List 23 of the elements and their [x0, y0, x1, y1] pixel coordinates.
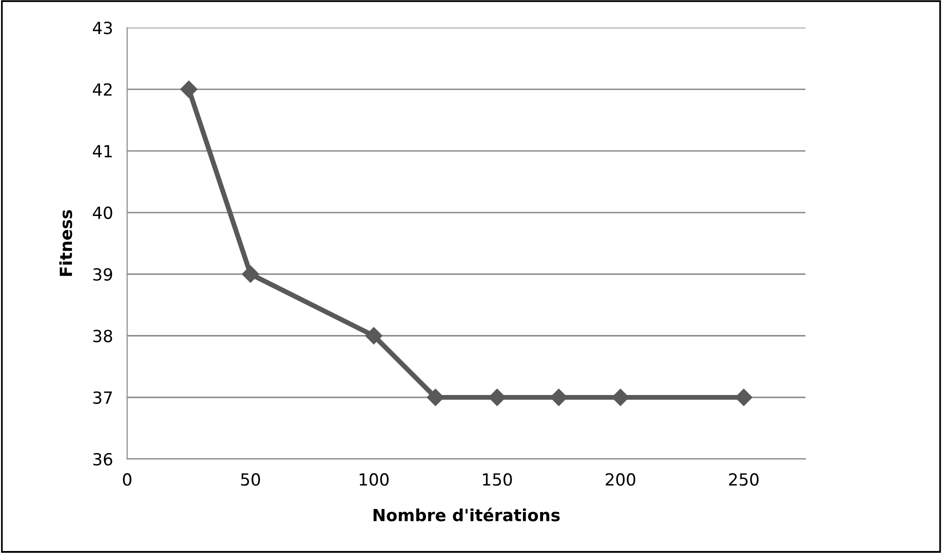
- y-tick-label: 38: [93, 330, 112, 342]
- point: [242, 266, 260, 283]
- x-tick-label: 50: [241, 473, 260, 486]
- y-tick-label: 39: [93, 268, 112, 281]
- x-axis-title: Nombre d'itérations: [374, 508, 560, 522]
- y-axis-title: Fitness: [59, 210, 72, 276]
- point: [612, 388, 629, 406]
- y-tick-label: 37: [93, 391, 112, 404]
- y-tick-label: 42: [92, 83, 112, 96]
- x-tick-label: 200: [606, 473, 636, 486]
- point: [488, 388, 506, 406]
- x-tick-label: 150: [483, 473, 512, 486]
- x-tick-label: 250: [729, 473, 759, 486]
- y-tick-label: 43: [92, 22, 112, 34]
- point: [550, 388, 568, 406]
- x-tick-label: 100: [360, 473, 389, 486]
- point: [365, 327, 382, 344]
- point: [180, 80, 198, 98]
- y-tick-label: 40: [92, 206, 112, 220]
- x-tick-label: 0: [122, 473, 132, 486]
- point: [735, 388, 752, 406]
- y-tick-label: 41: [92, 145, 112, 158]
- y-tick-label: 36: [93, 452, 112, 466]
